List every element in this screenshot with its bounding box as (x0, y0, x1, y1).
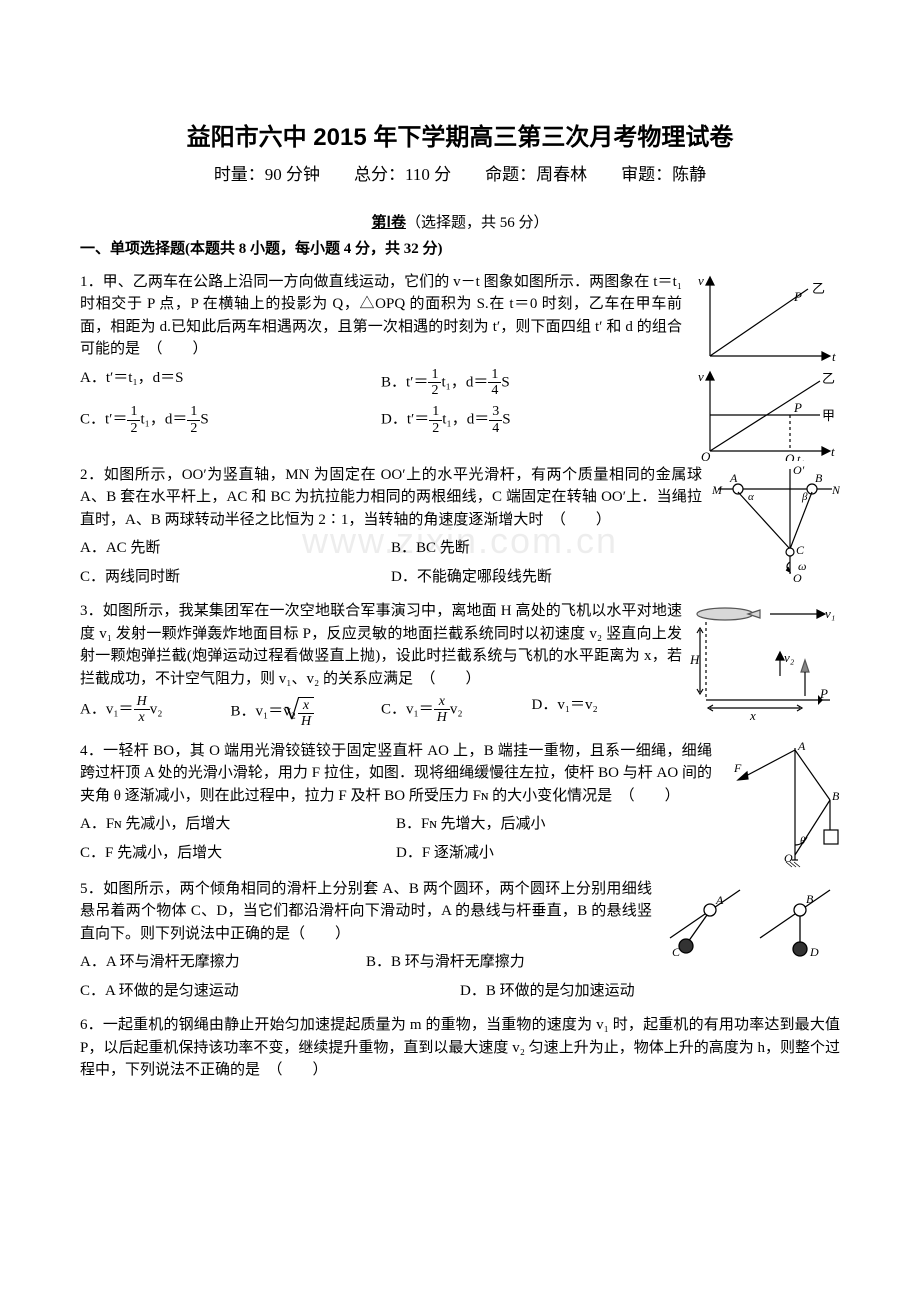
svg-text:N: N (831, 483, 840, 497)
q5-opt-d: D．B 环做的是匀加速运动 (460, 978, 840, 1005)
q5-opt-b: B．B 环与滑杆无摩擦力 (366, 949, 652, 976)
svg-text:Q: Q (785, 451, 795, 461)
q2-figure: M N A B α β C O′ O ω (710, 464, 840, 584)
q1-opt-b: B．t′＝12t₁，d＝14S (381, 365, 682, 401)
svg-text:v: v (698, 369, 704, 384)
section-label: 第Ⅰ卷 (372, 215, 406, 231)
part-title: 一、单项选择题(本题共 8 小题，每小题 4 分，共 32 分) (80, 238, 840, 261)
q2-opt-b: B．BC 先断 (391, 535, 702, 562)
q1-opt-a: A．t′＝t₁，d＝S (80, 365, 381, 401)
section-header: 第Ⅰ卷（选择题，共 56 分） (80, 212, 840, 235)
svg-text:M: M (711, 483, 723, 497)
q4-opt-c: C．F 先减小，后增大 (80, 840, 396, 867)
svg-text:β: β (801, 491, 808, 503)
svg-text:α: α (748, 491, 754, 503)
q5-figure: A B C D (660, 878, 840, 968)
q3-opt-d: D．v₁＝v₂ (532, 694, 683, 730)
svg-text:C: C (672, 945, 681, 959)
q2-opt-c: C．两线同时断 (80, 564, 391, 591)
page-meta: 时量：90 分钟 总分：110 分 命题：周春林 审题：陈静 (80, 162, 840, 188)
svg-text:O′: O′ (793, 464, 805, 477)
svg-text:t₁: t₁ (797, 452, 805, 461)
svg-text:B: B (832, 789, 840, 803)
q1-opt-c: C．t′＝12t₁，d＝12S (80, 402, 381, 438)
svg-text:F: F (733, 761, 742, 775)
question-5: A B C D 5．如图所示，两个倾角相同的滑杆上分别套 A、B 两个圆环，两个… (80, 878, 840, 1005)
q3-opt-b: B．v₁＝v₂xH (231, 694, 382, 730)
q4-opt-d: D．F 逐渐减小 (396, 840, 712, 867)
q2-opt-a: A．AC 先断 (80, 535, 391, 562)
svg-text:ω: ω (798, 559, 806, 573)
q3-opt-a: A．v₁＝Hxv₂ (80, 694, 231, 730)
q2-opt-d: D．不能确定哪段线先断 (391, 564, 702, 591)
q4-opt-b: B．Fɴ 先增大，后减小 (396, 811, 712, 838)
svg-text:A: A (729, 471, 738, 485)
section-rest: （选择题，共 56 分） (406, 215, 549, 231)
q3-opt-c: C．v₁＝xHv₂ (381, 694, 532, 730)
q1-figure: v t 乙 P P 乙 甲 v O Q t₁ t (690, 271, 840, 461)
question-3: v₁ v₂ H x P 3．如图所示，我某集团军在一次空地联合军事演习中，离地面… (80, 600, 840, 730)
q3-options: A．v₁＝Hxv₂ B．v₁＝v₂xH C．v₁＝xHv₂ D．v₁＝v₂ (80, 694, 682, 730)
page-title: 益阳市六中 2015 年下学期高三第三次月考物理试卷 (80, 120, 840, 156)
svg-text:A: A (715, 893, 724, 907)
question-4: A B O F θ 4．一轻杆 BO，其 O 端用光滑铰链铰于固定竖直杆 AO … (80, 740, 840, 867)
question-1: v t 乙 P P 乙 甲 v O Q t₁ t 1．甲、乙两车在公路上沿同一方… (80, 271, 840, 439)
q5-opt-c: C．A 环做的是匀速运动 (80, 978, 460, 1005)
question-2: www.zixin.com.cn M N A B α β C O′ O ω (80, 464, 840, 591)
svg-text:A: A (797, 740, 806, 753)
svg-text:x: x (749, 708, 756, 720)
svg-text:θ: θ (800, 835, 806, 847)
svg-text:v₁: v₁ (825, 606, 835, 621)
svg-text:t: t (831, 444, 835, 459)
q6-text: 6．一起重机的钢绳由静止开始匀加速提起质量为 m 的重物，当重物的速度为 v₁ … (80, 1014, 840, 1082)
svg-text:甲: 甲 (822, 408, 835, 423)
q5-opt-a: A．A 环与滑杆无摩擦力 (80, 949, 366, 976)
svg-text:C: C (796, 543, 805, 557)
q4-figure: A B O F θ (720, 740, 840, 875)
svg-text:乙: 乙 (822, 371, 835, 386)
q3-figure: v₁ v₂ H x P (690, 600, 840, 720)
svg-text:O: O (701, 449, 711, 461)
question-6: 6．一起重机的钢绳由静止开始匀加速提起质量为 m 的重物，当重物的速度为 v₁ … (80, 1014, 840, 1082)
q1-opt-d: D．t′＝12t₁，d＝34S (381, 402, 682, 438)
q4-opt-a: A．Fɴ 先减小，后增大 (80, 811, 396, 838)
svg-text:v: v (698, 273, 704, 288)
svg-text:B: B (815, 471, 823, 485)
svg-text:v₂: v₂ (784, 650, 795, 665)
svg-text:B: B (806, 892, 814, 906)
svg-text:H: H (690, 652, 700, 667)
svg-text:P: P (793, 289, 802, 304)
svg-text:乙: 乙 (812, 281, 825, 296)
svg-text:P: P (793, 400, 802, 415)
svg-text:t: t (832, 349, 836, 364)
svg-text:O: O (784, 851, 793, 865)
svg-text:D: D (809, 945, 819, 959)
